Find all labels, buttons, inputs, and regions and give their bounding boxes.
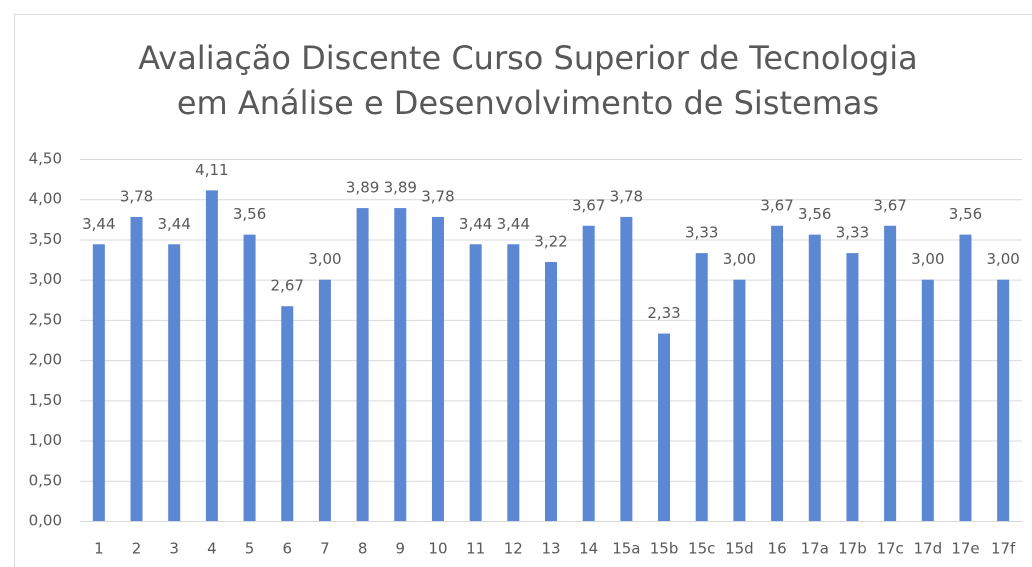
- bar: [846, 253, 859, 521]
- bar: [168, 244, 181, 521]
- data-label: 3,44: [82, 215, 115, 233]
- x-tick-label: 8: [358, 540, 368, 558]
- y-tick-label: 1,50: [29, 391, 62, 409]
- x-tick-label: 6: [282, 540, 292, 558]
- bar: [431, 216, 444, 522]
- data-label: 4,11: [195, 161, 228, 179]
- bar: [243, 234, 256, 521]
- data-label: 3,00: [986, 250, 1019, 268]
- x-tick-label: 14: [579, 540, 598, 558]
- data-label: 3,22: [534, 232, 567, 250]
- y-tick-label: 4,50: [29, 150, 62, 168]
- data-label: 3,00: [911, 250, 944, 268]
- x-tick-label: 1: [94, 540, 104, 558]
- x-tick-label: 10: [428, 540, 447, 558]
- x-tick-label: 15a: [612, 540, 640, 558]
- y-tick-label: 0,00: [29, 512, 62, 530]
- data-label: 3,89: [384, 179, 417, 197]
- data-label: 3,67: [572, 196, 605, 214]
- bar: [733, 279, 746, 521]
- bar: [658, 333, 671, 521]
- data-label: 3,89: [346, 179, 379, 197]
- data-label: 3,44: [157, 215, 190, 233]
- bar: [884, 225, 897, 521]
- bar: [205, 190, 218, 521]
- x-tick-label: 7: [320, 540, 330, 558]
- x-tick-label: 17c: [876, 540, 903, 558]
- x-tick-label: 11: [466, 540, 485, 558]
- x-tick-label: 3: [169, 540, 179, 558]
- x-tick-label: 17a: [801, 540, 829, 558]
- bar: [582, 225, 595, 521]
- x-tick-label: 5: [245, 540, 255, 558]
- chart-title: em Análise e Desenvolvimento de Sistemas: [177, 84, 879, 122]
- y-tick-label: 2,50: [29, 310, 62, 328]
- data-label: 3,78: [421, 187, 454, 205]
- x-tick-label: 17d: [913, 540, 942, 558]
- data-label: 2,33: [647, 304, 680, 322]
- x-tick-label: 4: [207, 540, 217, 558]
- x-tick-label: 2: [132, 540, 142, 558]
- data-label: 3,44: [459, 215, 492, 233]
- bar: [545, 261, 557, 521]
- bar: [507, 244, 520, 521]
- chart-title: Avaliação Discente Curso Superior de Tec…: [138, 39, 918, 77]
- data-label: 3,56: [949, 205, 982, 223]
- y-tick-label: 3,50: [29, 230, 62, 248]
- bar: [130, 216, 143, 522]
- y-tick-label: 1,00: [29, 431, 62, 449]
- bar: [959, 234, 972, 521]
- x-tick-label: 15c: [688, 540, 715, 558]
- bar: [921, 279, 934, 521]
- data-label: 3,67: [760, 196, 793, 214]
- x-tick-label: 17e: [951, 540, 979, 558]
- bar: [281, 306, 294, 521]
- bar: [620, 216, 633, 522]
- x-tick-label: 17b: [838, 540, 867, 558]
- bar: [771, 225, 784, 521]
- y-tick-label: 3,00: [29, 270, 62, 288]
- bar: [808, 234, 821, 521]
- x-tick-label: 9: [396, 540, 406, 558]
- x-tick-label: 17f: [991, 540, 1016, 558]
- data-label: 3,78: [120, 187, 153, 205]
- bar: [469, 244, 482, 521]
- data-label: 3,56: [798, 205, 831, 223]
- data-label: 3,00: [723, 250, 756, 268]
- x-tick-label: 13: [541, 540, 560, 558]
- y-tick-label: 0,50: [29, 471, 62, 489]
- x-tick-label: 15b: [650, 540, 679, 558]
- data-label: 3,00: [308, 250, 341, 268]
- bar: [356, 208, 369, 521]
- y-tick-label: 4,00: [29, 190, 62, 208]
- x-tick-label: 15d: [725, 540, 754, 558]
- data-label: 3,78: [610, 187, 643, 205]
- bar: [92, 244, 105, 521]
- data-label: 3,56: [233, 205, 266, 223]
- data-label: 2,67: [271, 277, 304, 295]
- data-label: 3,33: [836, 224, 869, 242]
- y-tick-label: 2,00: [29, 351, 62, 369]
- data-label: 3,67: [873, 196, 906, 214]
- bar: [695, 253, 708, 521]
- data-label: 3,44: [497, 215, 530, 233]
- bar: [997, 279, 1010, 521]
- bar: [394, 208, 407, 521]
- x-tick-label: 16: [768, 540, 787, 558]
- x-tick-label: 12: [504, 540, 523, 558]
- data-label: 3,33: [685, 224, 718, 242]
- chart-frame: [14, 14, 1032, 567]
- bar: [318, 279, 331, 521]
